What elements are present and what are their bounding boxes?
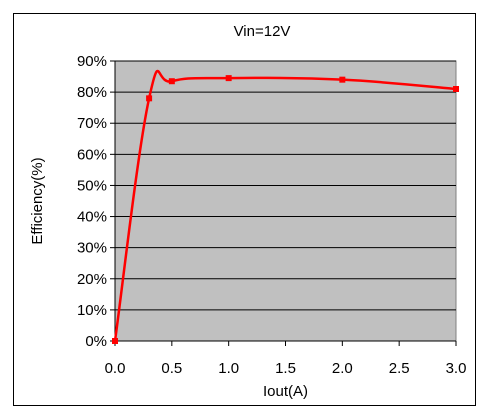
x-tick-label: 0.5: [161, 360, 182, 377]
y-tick-label: 80%: [77, 84, 107, 101]
x-tick-label: 1.0: [218, 360, 239, 377]
x-tick-label: 3.0: [446, 360, 467, 377]
y-tick-label: 50%: [77, 177, 107, 194]
axis-ticks: 0% 10% 20% 30% 40% 50% 60% 70% 80% 90% 0.0 0.5 1.0 1.…: [77, 53, 466, 377]
y-tick-label: 10%: [77, 302, 107, 319]
y-tick-label: 40%: [77, 209, 107, 226]
x-tick-label: 1.5: [275, 360, 296, 377]
chart-title: Vin=12V: [234, 23, 291, 40]
data-point-marker: [146, 95, 153, 102]
x-tick-label: 0.0: [105, 360, 126, 377]
data-point-marker: [339, 76, 346, 83]
series-layer: [112, 69, 459, 344]
x-axis-title: Iout(A): [263, 383, 308, 400]
grid-lines: [115, 60, 456, 311]
y-tick-label: 90%: [77, 53, 107, 70]
data-point-marker: [168, 78, 175, 85]
y-tick-label: 30%: [77, 240, 107, 257]
y-tick-label: 0%: [85, 333, 107, 350]
data-point-marker: [225, 75, 232, 82]
plot-area: [114, 60, 457, 342]
data-point-marker: [453, 86, 459, 92]
data-point-marker: [112, 338, 118, 344]
y-tick-label: 70%: [77, 115, 107, 132]
y-tick-label: 20%: [77, 271, 107, 288]
x-tick-label: 2.0: [332, 360, 353, 377]
y-tick-label: 60%: [77, 146, 107, 163]
series-line: [113, 69, 457, 342]
y-axis-title: Efficiency(%): [29, 157, 46, 244]
x-tick-label: 2.5: [389, 360, 410, 377]
